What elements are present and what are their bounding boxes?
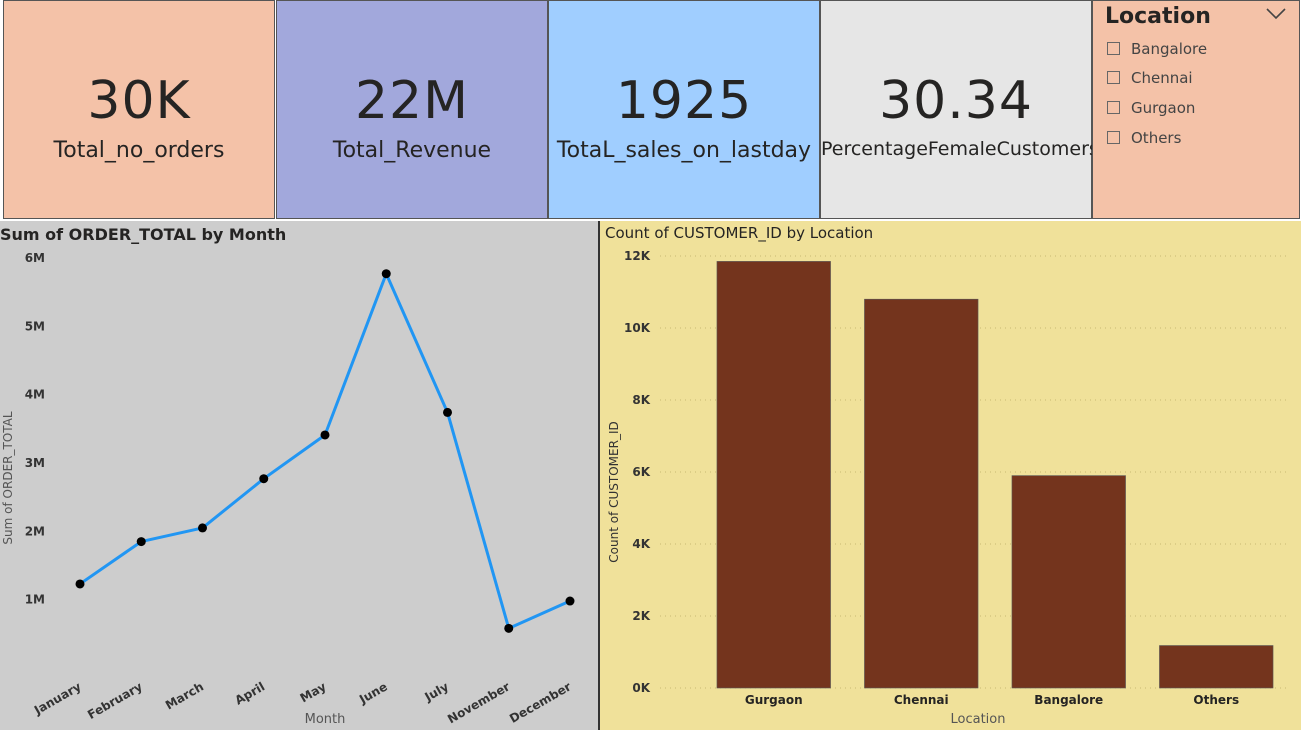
y-axis-title: Sum of ORDER_TOTAL (1, 411, 15, 544)
bar[interactable] (716, 261, 831, 689)
x-tick-label: February (85, 679, 145, 722)
x-tick-label: July (422, 679, 452, 704)
x-axis-title: Month (305, 712, 346, 727)
kpi-label: TotaL_sales_on_lastday (556, 138, 812, 163)
checkbox[interactable] (1107, 42, 1120, 55)
kpi-value: 30K (87, 71, 191, 131)
y-tick-label: 4M (25, 388, 45, 402)
checkbox[interactable] (1107, 131, 1120, 144)
bar[interactable] (1011, 475, 1126, 689)
x-tick-label: Others (1193, 693, 1239, 707)
y-tick-label: 1M (25, 593, 45, 607)
kpi-label: Total_Revenue (332, 138, 492, 163)
location-slicer: Location Bangalore Chennai Gurgaon Other… (1092, 0, 1300, 219)
data-point[interactable] (320, 430, 330, 440)
data-point[interactable] (565, 596, 575, 606)
data-point[interactable] (136, 537, 146, 547)
x-tick-label: Gurgaon (745, 693, 803, 707)
x-tick-label: Chennai (894, 693, 949, 707)
slicer-option-label: Bangalore (1131, 40, 1208, 58)
slicer-title: Location (1105, 4, 1211, 29)
data-point[interactable] (259, 474, 269, 484)
y-tick-label: 2K (632, 609, 650, 623)
data-point[interactable] (443, 407, 452, 417)
x-tick-label: May (298, 679, 329, 705)
kpi-card-total-revenue: 22M Total_Revenue (276, 0, 548, 219)
y-tick-label: 3M (25, 456, 45, 470)
checkbox[interactable] (1107, 71, 1120, 84)
slicer-option-label: Others (1131, 129, 1182, 147)
kpi-value: 30.34 (879, 71, 1033, 131)
data-point[interactable] (381, 269, 391, 279)
kpi-card-sales-last-day: 1925 TotaL_sales_on_lastday (548, 0, 820, 219)
chart-title: Sum of ORDER_TOTAL by Month (0, 225, 286, 244)
x-tick-label: March (163, 679, 206, 712)
bar-chart-panel: Count of CUSTOMER_ID by Location 0K 2K 4K 6K… (600, 221, 1301, 730)
chevron-down-icon[interactable] (1265, 7, 1287, 21)
x-tick-label: April (233, 679, 268, 707)
x-tick-label: June (356, 679, 390, 706)
data-point[interactable] (504, 623, 514, 633)
bar[interactable] (1159, 645, 1274, 689)
slicer-option-label: Gurgaon (1131, 99, 1196, 117)
kpi-card-female-customers: 30.34 PercentageFemaleCustomers (820, 0, 1099, 219)
slicer-option-label: Chennai (1131, 69, 1193, 87)
kpi-card-total-orders: 30K Total_no_orders (3, 0, 275, 219)
data-point[interactable] (75, 579, 85, 589)
line-chart: Sum of ORDER_TOTAL by Month 1M 2M 3M 4M 5M 6M S… (0, 225, 575, 727)
y-axis-title: Count of CUSTOMER_ID (607, 421, 621, 562)
y-tick-label: 2M (25, 524, 45, 538)
chart-title: Count of CUSTOMER_ID by Location (605, 224, 873, 243)
y-tick-label: 0K (632, 681, 650, 695)
panel-divider (598, 221, 600, 730)
kpi-value: 22M (354, 71, 470, 131)
y-tick-label: 4K (632, 537, 650, 551)
y-tick-label: 10K (624, 321, 651, 335)
bar-chart: Count of CUSTOMER_ID by Location 0K 2K 4K 6K… (605, 224, 1290, 727)
x-tick-label: January (31, 679, 84, 717)
data-point[interactable] (198, 523, 207, 533)
y-tick-label: 6K (632, 465, 650, 479)
x-tick-label: December (507, 679, 573, 725)
bar[interactable] (864, 298, 979, 689)
kpi-value: 1925 (615, 71, 753, 131)
kpi-label: Total_no_orders (53, 138, 225, 163)
x-axis-title: Location (951, 712, 1006, 727)
checkbox[interactable] (1107, 101, 1120, 114)
kpi-label: PercentageFemaleCustomers (821, 138, 1099, 160)
line-chart-panel: Sum of ORDER_TOTAL by Month 1M 2M 3M 4M 5M 6M S… (0, 221, 598, 730)
series-line (79, 272, 571, 630)
x-tick-label: Bangalore (1034, 693, 1103, 707)
x-tick-label: November (445, 679, 512, 726)
y-tick-label: 12K (624, 249, 651, 263)
y-tick-label: 5M (25, 319, 45, 333)
y-tick-label: 8K (632, 393, 650, 407)
y-tick-label: 6M (25, 251, 45, 265)
